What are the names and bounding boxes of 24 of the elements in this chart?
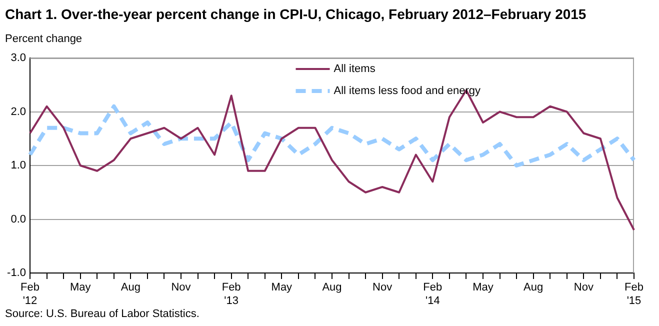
legend-label: All items less food and energy — [334, 85, 482, 98]
x-tick-label: Nov — [171, 282, 192, 294]
x-tick-label: May — [271, 282, 293, 294]
x-tick-label: Nov — [574, 282, 594, 294]
x-tick-label: Feb '14 — [423, 282, 442, 307]
x-tick-label: Feb '12 — [20, 282, 40, 307]
x-tick-label: May — [472, 282, 494, 294]
line-series — [28, 104, 636, 168]
x-tick-label: Feb '13 — [222, 282, 241, 307]
y-tick-label: 3.0 — [10, 52, 26, 64]
source-note: Source: U.S. Bureau of Labor Statistics. — [5, 308, 200, 320]
x-tick-label: Nov — [372, 282, 393, 294]
x-tick-label: Feb '15 — [624, 282, 644, 307]
y-axis-title: Percent change — [5, 33, 82, 45]
chart-title: Chart 1. Over-the-year percent change in CPI-U, Chicago, February 2012–February 2015 — [5, 6, 586, 22]
x-tick-label: Aug — [524, 282, 544, 294]
y-tick-label: -1.0 — [7, 267, 26, 280]
y-tick-label: 0.0 — [10, 213, 26, 226]
legend-label: All items — [334, 63, 376, 76]
x-tick-label: May — [70, 282, 92, 294]
x-tick-label: Aug — [322, 282, 342, 294]
x-tick-label: Aug — [120, 282, 140, 294]
y-tick-label: 2.0 — [10, 106, 26, 118]
y-tick-label: 1.0 — [10, 160, 26, 172]
